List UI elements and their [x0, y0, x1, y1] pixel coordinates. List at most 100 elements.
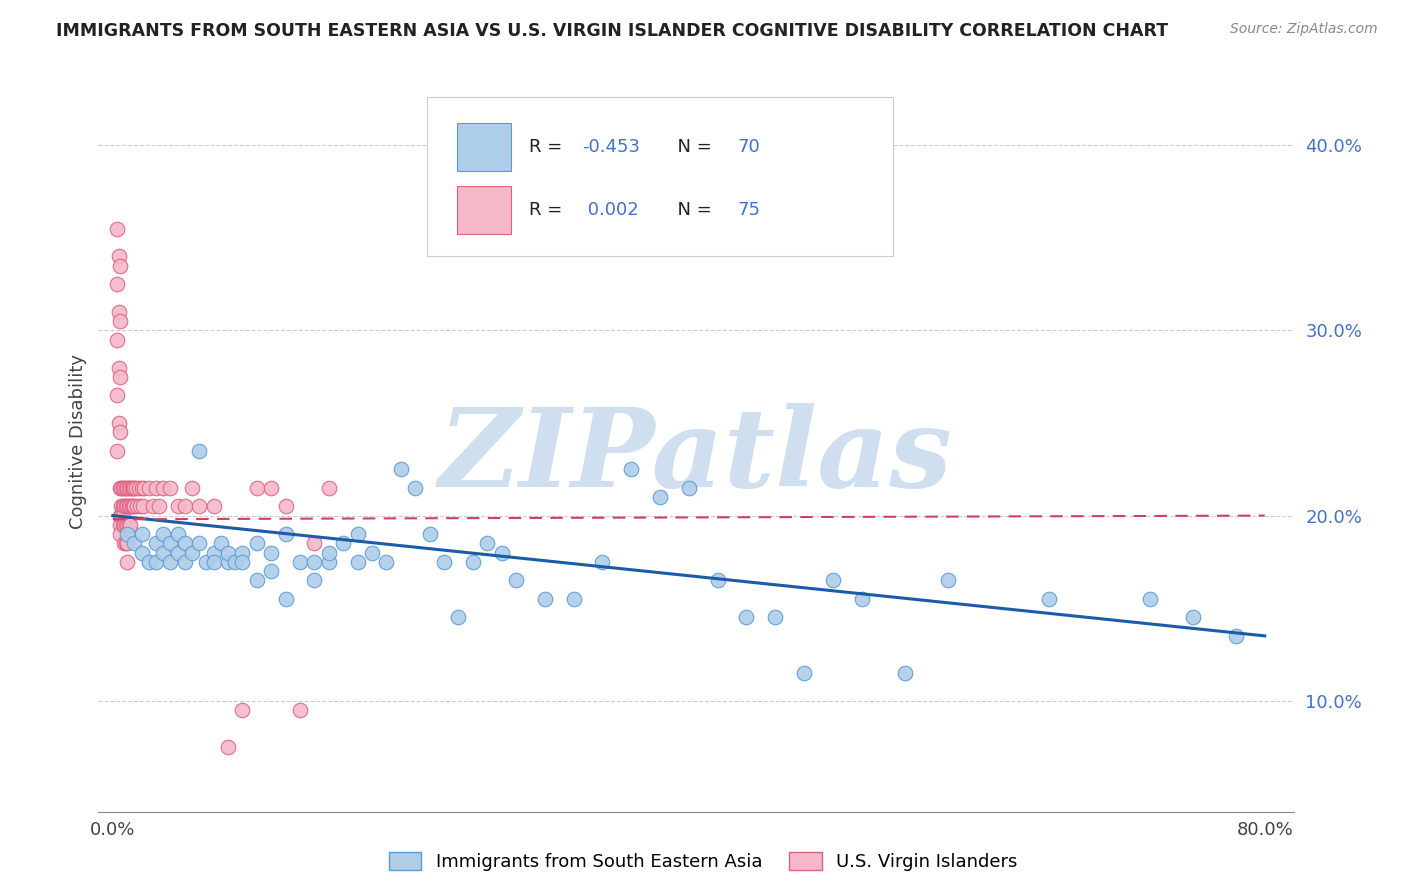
Point	[361, 546, 384, 560]
Text: 75: 75	[738, 201, 761, 219]
Point	[110, 500, 132, 514]
Text: R =: R =	[529, 201, 568, 219]
Point	[125, 481, 148, 495]
Point	[166, 527, 188, 541]
Point	[648, 490, 671, 504]
Point	[152, 546, 174, 560]
Point	[148, 500, 170, 514]
Point	[138, 555, 160, 569]
Point	[217, 739, 239, 754]
Point	[735, 610, 758, 624]
Point	[145, 536, 167, 550]
Point	[821, 574, 844, 588]
Point	[142, 500, 165, 514]
Point	[122, 500, 145, 514]
Point	[304, 555, 326, 569]
Point	[105, 221, 128, 235]
Point	[195, 555, 218, 569]
Point	[318, 481, 340, 495]
FancyBboxPatch shape	[457, 186, 510, 235]
Point	[181, 481, 204, 495]
Point	[105, 388, 128, 402]
Point	[121, 500, 143, 514]
Point	[166, 500, 188, 514]
Point	[188, 500, 211, 514]
Point	[122, 481, 145, 495]
Point	[793, 665, 815, 680]
Point	[124, 536, 146, 550]
FancyBboxPatch shape	[457, 123, 510, 171]
Point	[260, 481, 283, 495]
Point	[105, 333, 128, 347]
Point	[107, 250, 129, 264]
Point	[108, 527, 131, 541]
Point	[246, 481, 269, 495]
Point	[115, 517, 138, 532]
Point	[433, 555, 456, 569]
Point	[893, 665, 915, 680]
Point	[128, 481, 150, 495]
Point	[346, 527, 368, 541]
Point	[260, 564, 283, 578]
Point	[166, 546, 188, 560]
Legend: Immigrants from South Eastern Asia, U.S. Virgin Islanders: Immigrants from South Eastern Asia, U.S.…	[381, 845, 1025, 879]
Point	[108, 481, 131, 495]
Point	[202, 500, 225, 514]
Point	[105, 443, 128, 458]
Text: N =: N =	[666, 201, 717, 219]
Point	[112, 500, 135, 514]
Point	[288, 703, 311, 717]
Point	[120, 481, 142, 495]
Point	[209, 536, 232, 550]
Point	[159, 481, 181, 495]
Point	[346, 555, 368, 569]
Point	[260, 546, 283, 560]
Point	[274, 591, 297, 606]
Point	[851, 591, 873, 606]
Point	[202, 546, 225, 560]
Point	[145, 481, 167, 495]
Point	[118, 481, 141, 495]
Point	[288, 555, 311, 569]
Point	[304, 536, 326, 550]
Point	[112, 536, 135, 550]
Point	[763, 610, 786, 624]
Point	[112, 481, 135, 495]
Text: R =: R =	[529, 138, 568, 156]
Point	[231, 546, 253, 560]
Point	[188, 536, 211, 550]
Point	[129, 500, 152, 514]
Point	[111, 500, 134, 514]
Point	[115, 500, 138, 514]
Point	[108, 508, 131, 523]
Point	[1038, 591, 1060, 606]
Point	[111, 481, 134, 495]
Point	[173, 536, 195, 550]
Point	[447, 610, 470, 624]
Point	[131, 481, 153, 495]
Point	[181, 546, 204, 560]
Point	[118, 500, 141, 514]
Point	[173, 555, 195, 569]
Point	[375, 555, 398, 569]
Point	[217, 555, 239, 569]
Point	[124, 500, 146, 514]
Point	[115, 536, 138, 550]
Point	[118, 517, 141, 532]
Point	[1181, 610, 1204, 624]
Point	[112, 517, 135, 532]
Point	[246, 536, 269, 550]
Point	[1225, 629, 1247, 643]
Text: N =: N =	[666, 138, 717, 156]
Point	[404, 481, 426, 495]
Point	[461, 555, 484, 569]
Point	[114, 481, 136, 495]
Point	[477, 536, 499, 550]
Point	[152, 481, 174, 495]
Text: Source: ZipAtlas.com: Source: ZipAtlas.com	[1230, 22, 1378, 37]
Point	[1139, 591, 1161, 606]
Point	[108, 259, 131, 273]
Point	[105, 277, 128, 292]
Point	[706, 574, 728, 588]
Point	[217, 546, 239, 560]
